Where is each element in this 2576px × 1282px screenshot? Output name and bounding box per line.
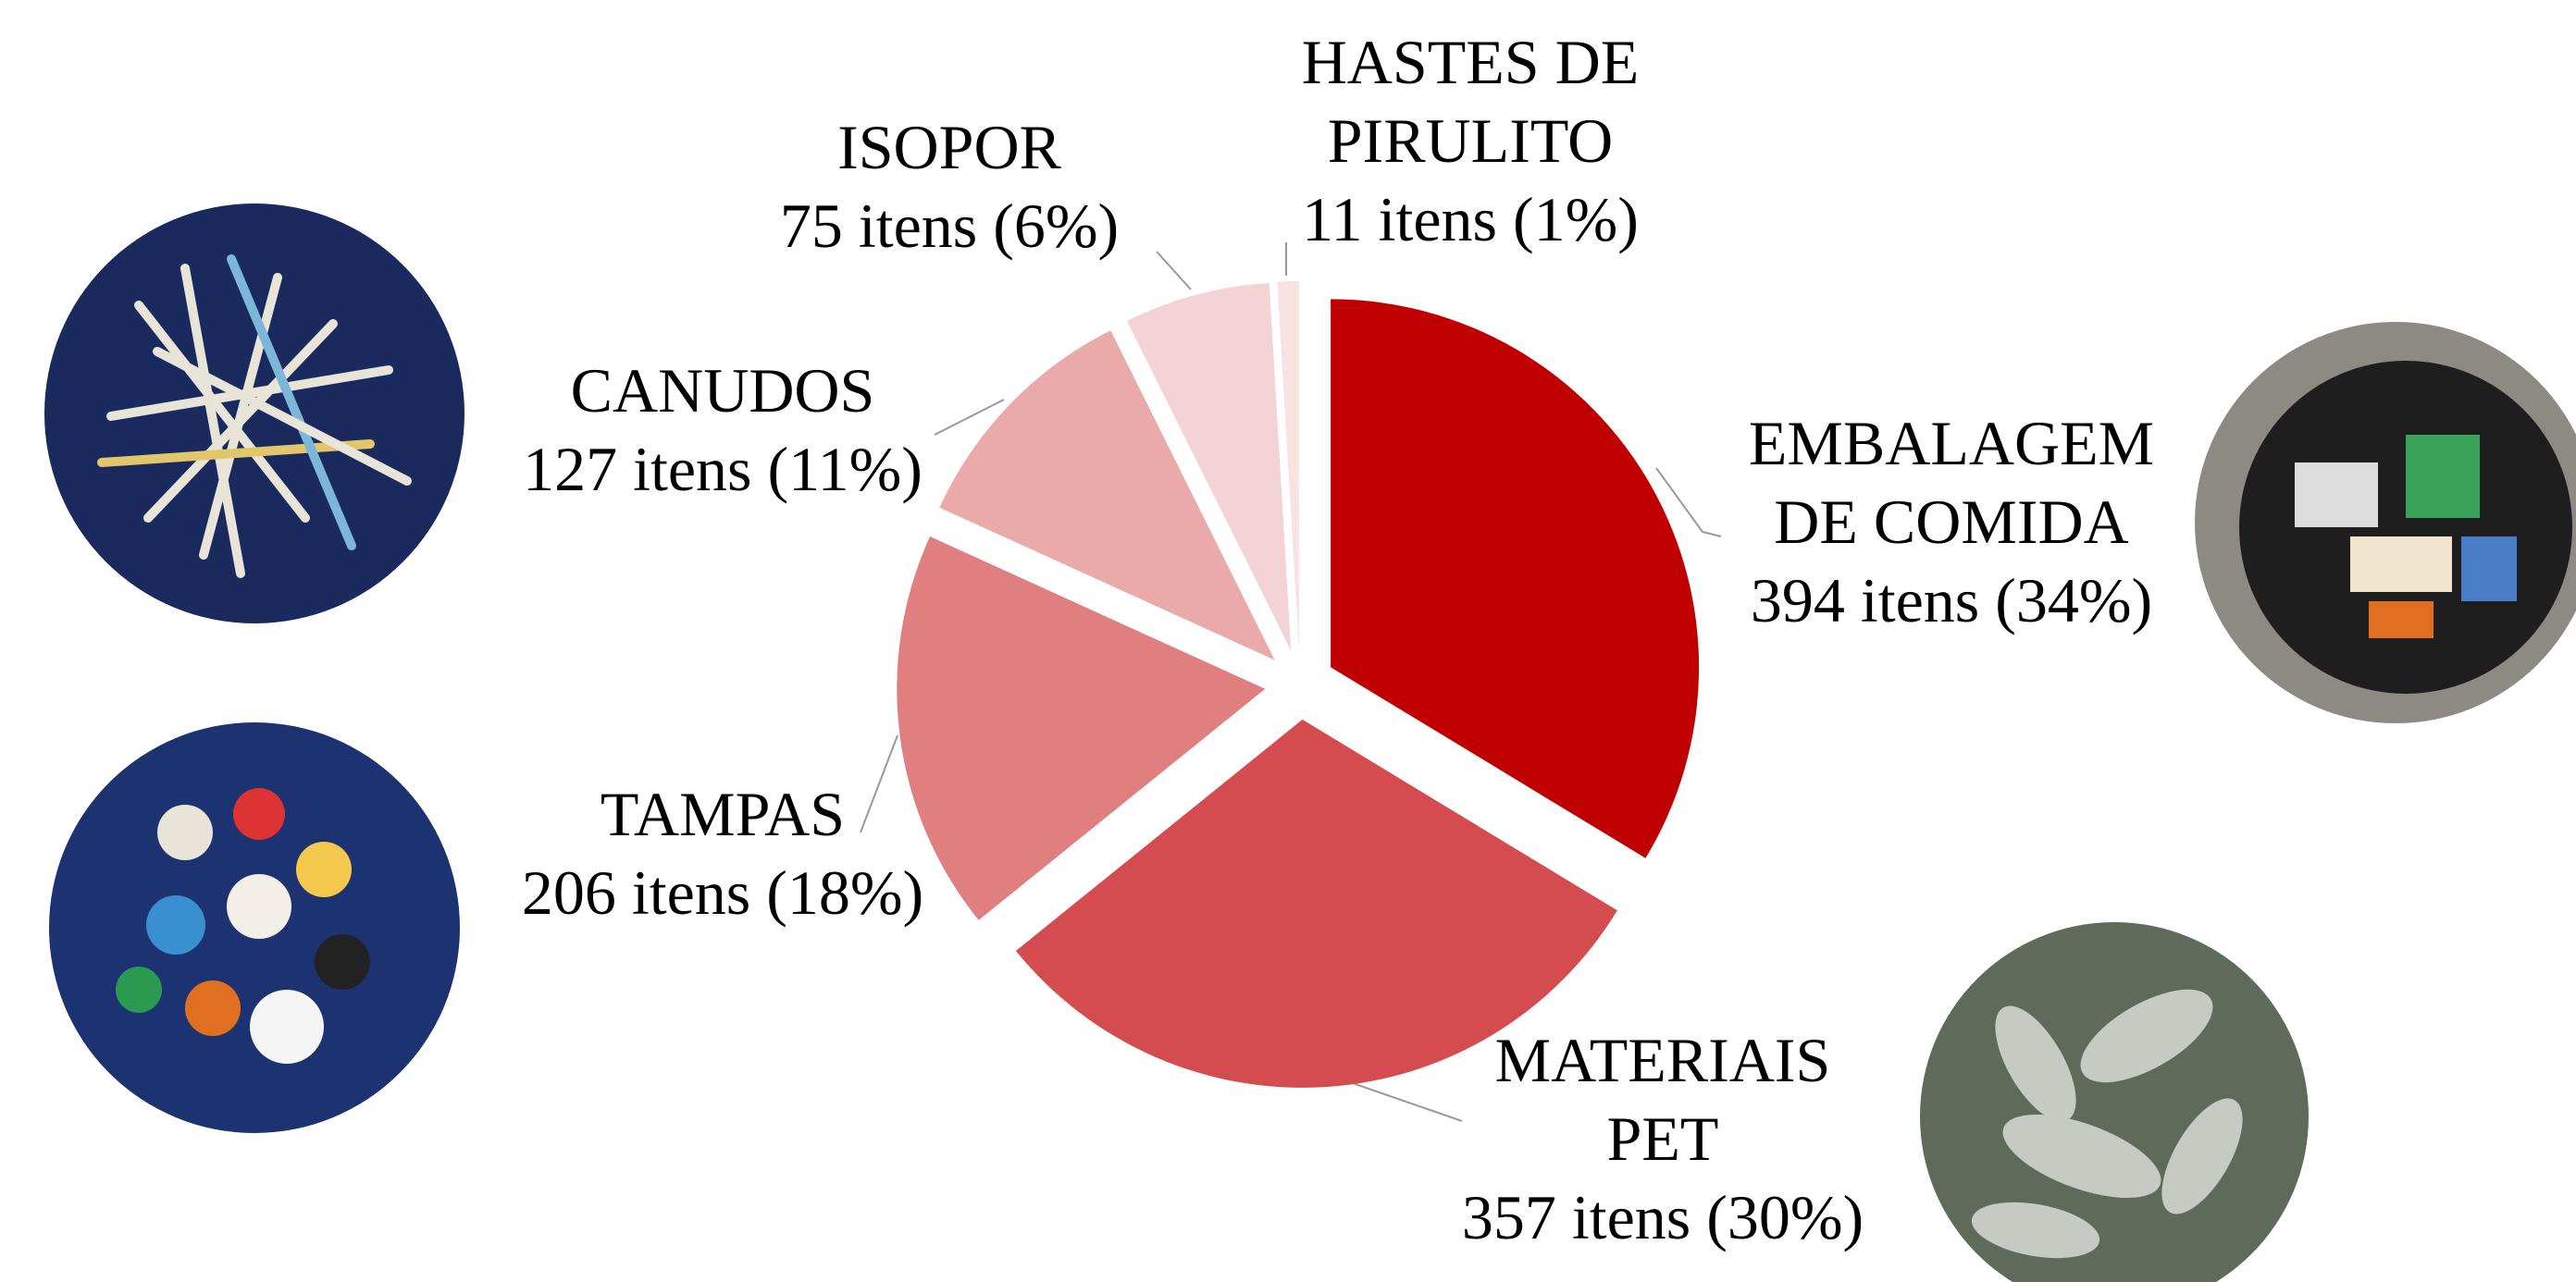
value-label: 75 itens (6%) [779,191,1120,261]
pie-slice [897,536,1266,920]
photo-straws-detail [97,254,412,578]
pie [897,281,1700,1088]
category-label: EMBALAGEM DE COMIDA [1748,408,2155,557]
photos [44,203,2576,1282]
photo-caps-detail [116,788,370,1064]
pie-slice [1126,282,1292,651]
value-label: 11 itens (1%) [1302,184,1639,254]
photo-packaging-bag [2239,361,2572,694]
leader-line [860,734,898,833]
slice-label: HASTES DE PIRULITO 11 itens (1%) [1271,23,1669,259]
slice-label: MATERIAIS PET 357 itens (30%) [1462,1021,1864,1257]
value-label: 127 itens (11%) [523,434,923,504]
category-label: ISOPOR [837,112,1061,182]
photo-packaging-detail [2295,435,2517,638]
leader-line [1156,251,1192,290]
slice-label: ISOPOR 75 itens (6%) [625,108,1273,265]
pie-slice [1015,719,1617,1088]
pie-slice [939,330,1275,660]
leader-line [934,399,1005,436]
category-label: CANUDOS [570,355,875,425]
category-label: HASTES DE PIRULITO [1301,27,1640,176]
slice-label: EMBALAGEM DE COMIDA 394 itens (34%) [1711,404,2192,640]
value-label: 394 itens (34%) [1750,565,2153,635]
pie-slice [1331,299,1700,858]
category-label: TAMPAS [600,779,846,849]
value-label: 206 itens (18%) [521,857,924,928]
value-label: 357 itens (30%) [1461,1182,1864,1252]
slice-label: CANUDOS 127 itens (11%) [399,351,1046,509]
pie-slice [1277,281,1299,650]
leader-lines [860,242,1722,1122]
photo-pet-detail [1971,989,2243,1259]
leader-line [1655,467,1722,537]
slice-label: TAMPAS 206 itens (18%) [399,775,1046,932]
category-label: MATERIAIS PET [1494,1025,1831,1174]
